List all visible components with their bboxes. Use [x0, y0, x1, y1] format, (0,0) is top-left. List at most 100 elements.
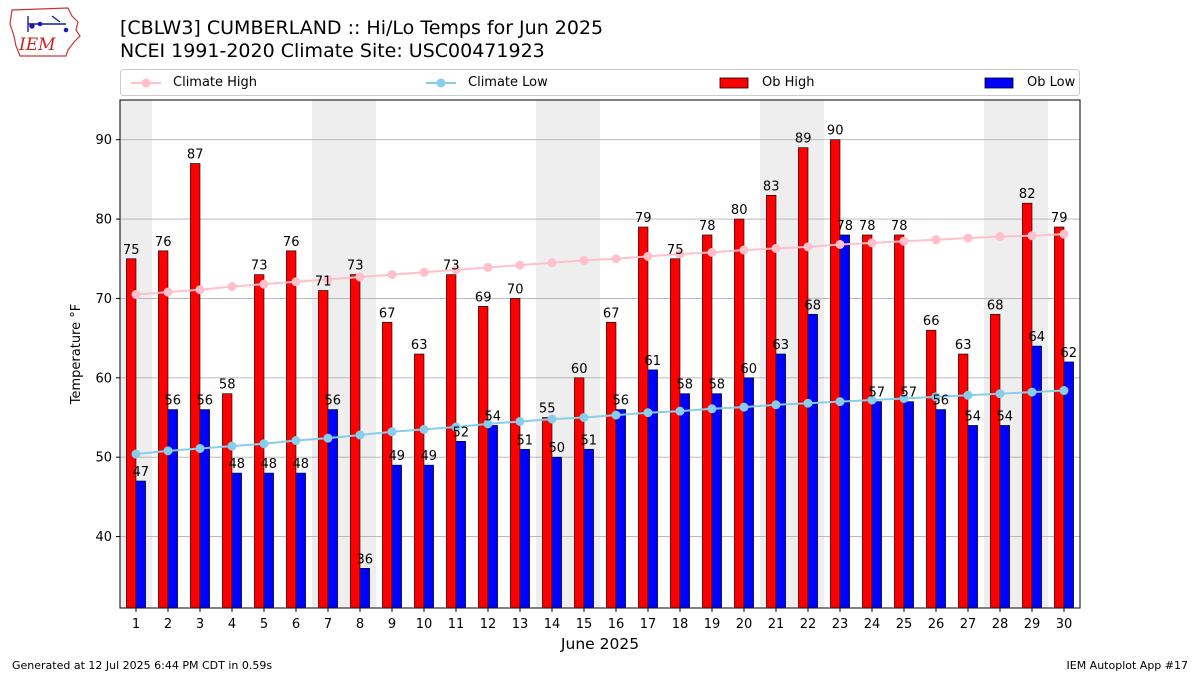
x-tick-label: 9: [388, 617, 396, 632]
ob-high-label: 79: [635, 211, 652, 226]
iem-logo: IEM: [9, 7, 81, 57]
x-tick-label: 13: [512, 617, 529, 632]
ob-low-label: 57: [901, 386, 918, 401]
ob-low-bar: [487, 425, 498, 609]
ob-low-bar: [711, 393, 722, 609]
x-tick-label: 18: [672, 617, 689, 632]
climate-high-point: [675, 249, 685, 259]
climate-high-point: [515, 260, 525, 270]
x-tick-label: 12: [480, 617, 497, 632]
x-tick-label: 27: [960, 617, 977, 632]
ob-low-label: 58: [709, 378, 726, 393]
climate-low-point: [259, 439, 269, 449]
climate-high-point: [803, 242, 813, 252]
ob-high-label: 87: [187, 148, 204, 163]
climate-low-point: [899, 393, 909, 403]
climate-low-point: [611, 410, 621, 420]
ob-high-bar: [1054, 226, 1065, 609]
ob-high-bar: [222, 393, 233, 609]
ob-high-label: 80: [731, 203, 748, 218]
climate-low-point: [451, 422, 461, 432]
climate-high-point: [355, 272, 365, 282]
climate-high-point: [867, 238, 877, 248]
ob-high-label: 78: [859, 219, 876, 234]
ob-low-bar: [679, 393, 690, 609]
ob-low-label: 49: [421, 449, 438, 464]
climate-high-point: [739, 245, 749, 255]
ob-high-bar: [734, 218, 745, 609]
ob-high-label: 68: [987, 298, 1004, 313]
weather-station-icon: [27, 15, 69, 33]
chart-title: [CBLW3] CUMBERLAND :: Hi/Lo Temps for Ju…: [120, 17, 604, 39]
x-tick-label: 24: [864, 617, 881, 632]
ob-high-label: 67: [379, 306, 396, 321]
ob-low-bar: [871, 401, 882, 609]
ob-low-bar: [999, 425, 1010, 609]
ob-high-label: 76: [155, 235, 172, 250]
ob-low-bar: [263, 472, 274, 609]
climate-high-point: [259, 279, 269, 289]
y-tick-label: 80: [95, 213, 112, 228]
y-tick-label: 90: [95, 133, 112, 148]
generated-timestamp: Generated at 12 Jul 2025 6:44 PM CDT in …: [12, 659, 273, 672]
x-tick-label: 22: [800, 617, 817, 632]
ob-low-bar: [135, 480, 146, 609]
ob-low-bar: [519, 448, 530, 609]
ob-high-label: 75: [123, 243, 140, 258]
ob-low-bar: [423, 464, 434, 609]
ob-low-bar: [551, 456, 562, 609]
ob-high-label: 76: [283, 235, 300, 250]
ob-low-label: 56: [197, 394, 214, 409]
climate-high-point: [611, 254, 621, 264]
climate-high-point: [995, 232, 1005, 242]
climate-high-point: [771, 243, 781, 253]
legend-ob-high-label: Ob High: [762, 75, 815, 90]
climate-high-point: [323, 274, 333, 284]
ob-high-bar: [318, 290, 329, 609]
ob-high-bar: [862, 234, 873, 609]
ob-low-label: 36: [357, 552, 374, 567]
ob-high-label: 83: [763, 179, 780, 194]
ob-low-label: 54: [485, 409, 502, 424]
ob-low-bar: [743, 377, 754, 609]
climate-low-marker-icon: [426, 78, 456, 88]
x-tick-label: 25: [896, 617, 913, 632]
y-tick-label: 50: [95, 451, 112, 466]
ob-low-label: 54: [997, 409, 1014, 424]
ob-low-bar: [647, 369, 658, 609]
x-tick-label: 2: [164, 617, 172, 632]
climate-high-point: [835, 239, 845, 249]
ob-high-bar: [1022, 202, 1033, 609]
climate-high-point: [707, 247, 717, 257]
ob-low-label: 62: [1061, 346, 1078, 361]
y-tick-label: 70: [95, 292, 112, 307]
ob-high-label: 73: [347, 259, 364, 274]
ob-low-bar: [295, 472, 306, 609]
ob-low-label: 48: [229, 457, 246, 472]
climate-low-point: [291, 436, 301, 446]
ob-high-label: 55: [539, 402, 556, 417]
ob-high-bar: [446, 274, 457, 609]
climate-high-point: [227, 282, 237, 292]
ob-low-label: 58: [677, 378, 694, 393]
ob-low-label: 63: [773, 338, 790, 353]
ob-high-label: 79: [1051, 211, 1068, 226]
climate-low-point: [1059, 386, 1069, 396]
climate-low-point: [643, 408, 653, 418]
ob-low-label: 64: [1029, 330, 1046, 345]
ob-high-bar: [926, 329, 937, 609]
y-tick-label: 40: [95, 530, 112, 545]
app-credit: IEM Autoplot App #17: [1066, 659, 1189, 672]
ob-low-bar: [807, 314, 818, 609]
ob-low-bar: [1063, 361, 1074, 609]
ob-low-bar: [583, 448, 594, 609]
ob-high-bar: [286, 250, 297, 609]
ob-high-label: 58: [219, 378, 236, 393]
ob-high-label: 78: [891, 219, 908, 234]
climate-low-point: [579, 413, 589, 422]
x-tick-label: 16: [608, 617, 625, 632]
climate-low-point: [835, 397, 845, 407]
climate-low-point: [483, 419, 493, 429]
x-tick-label: 11: [448, 617, 465, 632]
climate-low-point: [707, 404, 717, 414]
